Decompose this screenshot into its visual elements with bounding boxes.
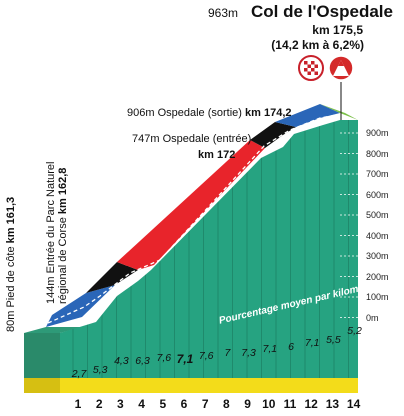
gradient-value: 7,1 bbox=[176, 352, 194, 366]
summit-altitude: 963m bbox=[208, 6, 239, 20]
waypoint-parc-km: km 162,8 bbox=[56, 167, 69, 215]
altitude-tick: 400m bbox=[366, 230, 389, 241]
altitude-tick: 500m bbox=[366, 210, 389, 220]
road-green-top bbox=[320, 104, 358, 120]
waypoint-parc-line1: 144m Entrée du Parc Naturel bbox=[45, 161, 57, 304]
gradient-value: 7 bbox=[224, 347, 231, 359]
km-marker: 9 bbox=[244, 397, 251, 411]
mountain-climb-icon bbox=[328, 55, 354, 81]
km-marker: 7 bbox=[201, 397, 209, 411]
altitude-tick: 700m bbox=[366, 169, 389, 179]
km-strip-left bbox=[24, 378, 60, 393]
gradient-value: 5,2 bbox=[347, 325, 362, 337]
road-centerline bbox=[47, 113, 343, 324]
waypoint-entree-km: km 172 bbox=[198, 149, 236, 161]
altitude-tick: 200m bbox=[366, 271, 389, 282]
gradient-value: 7,6 bbox=[198, 350, 214, 362]
altitude-tick: 0m bbox=[366, 312, 379, 323]
road-black-upper bbox=[250, 122, 296, 148]
waypoint-entree-label: 747m Ospedale (entrée) bbox=[132, 133, 252, 145]
waypoint-pied-label: 80m Pied de côte bbox=[5, 246, 17, 332]
waypoint-parc-line2: régional de Corse bbox=[56, 217, 69, 304]
altitude-tick: 300m bbox=[366, 251, 389, 261]
km-marker: 14 bbox=[346, 397, 361, 411]
gradient-value: 6 bbox=[288, 341, 294, 353]
km-marker: 5 bbox=[159, 397, 167, 411]
gradient-value: 5,5 bbox=[326, 334, 341, 346]
profile-base-left bbox=[24, 333, 60, 378]
road-blue-upper bbox=[275, 104, 340, 127]
km-marker: 13 bbox=[325, 397, 340, 411]
waypoint-sortie: 906m Ospedale (sortie) km 174,2 bbox=[127, 108, 292, 119]
km-marker: 12 bbox=[304, 397, 318, 411]
waypoint-sortie-km: km 174,2 bbox=[245, 107, 292, 119]
waypoint-pied: 80m Pied de côte km 161,3 bbox=[5, 196, 18, 332]
profile-base-top bbox=[24, 327, 82, 333]
waypoint-parc: 144m Entrée du Parc Naturel régional de … bbox=[45, 161, 69, 304]
summit-detail: (14,2 km à 6,2%) bbox=[271, 38, 364, 52]
gradient-value: 7,3 bbox=[241, 347, 256, 359]
road-black-lower bbox=[86, 262, 138, 293]
gradient-value: 2,7 bbox=[71, 368, 87, 380]
altitude-tick: 900m bbox=[366, 128, 389, 138]
altitude-tick: 600m bbox=[366, 189, 389, 200]
summit-km: km 175,5 bbox=[312, 23, 363, 37]
km-marker: 1 bbox=[74, 397, 82, 411]
waypoint-sortie-label: 906m Ospedale (sortie) bbox=[127, 107, 242, 119]
gradient-value: 4,3 bbox=[114, 355, 129, 367]
km-strip bbox=[60, 378, 358, 393]
gradient-value: 6,3 bbox=[135, 355, 150, 367]
gradient-value: 7,6 bbox=[156, 352, 172, 364]
km-marker: 10 bbox=[262, 397, 276, 411]
km-marker: 4 bbox=[138, 397, 145, 411]
km-marker: 11 bbox=[283, 397, 297, 411]
road-red bbox=[117, 140, 265, 270]
waypoint-pied-km: km 161,3 bbox=[5, 196, 17, 244]
altitude-tick: 800m bbox=[366, 148, 389, 159]
profile-face bbox=[60, 120, 358, 378]
km-marker: 2 bbox=[95, 397, 103, 411]
km-marker: 3 bbox=[117, 397, 124, 411]
summit-name: Col de l'Ospedale bbox=[251, 2, 393, 21]
checkered-flag-icon bbox=[298, 55, 324, 81]
gradient-value: 5,3 bbox=[92, 364, 108, 376]
gradient-value: 7,1 bbox=[262, 343, 278, 355]
km-marker: 6 bbox=[180, 397, 188, 411]
gradient-value: 7,1 bbox=[304, 337, 320, 349]
altitude-tick: 100m bbox=[366, 292, 389, 302]
km-marker: 8 bbox=[223, 397, 230, 411]
